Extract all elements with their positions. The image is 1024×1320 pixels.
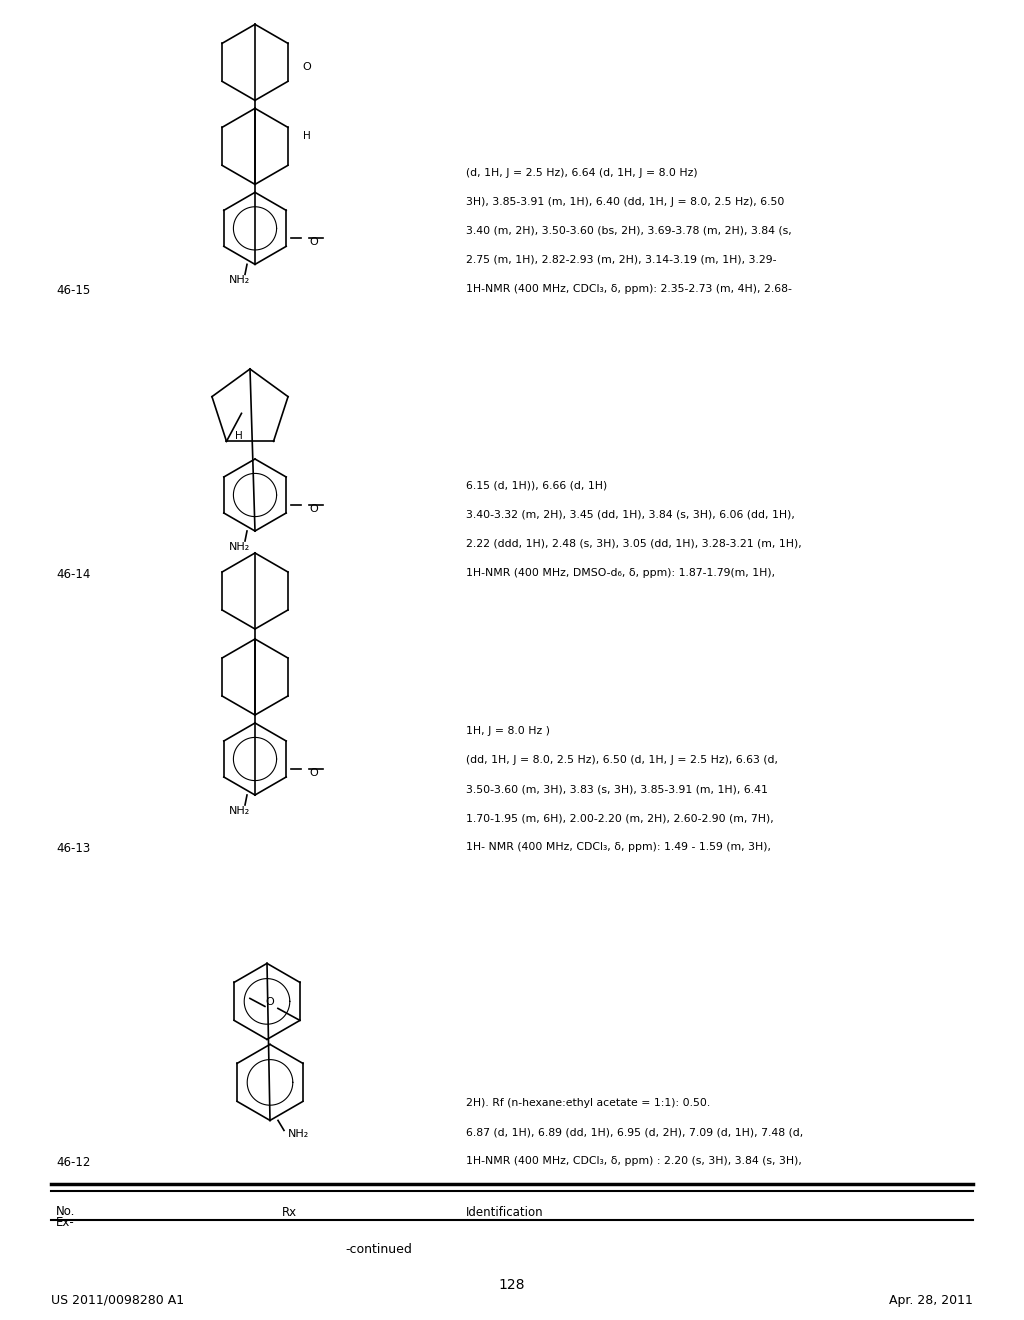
Text: Apr. 28, 2011: Apr. 28, 2011: [889, 1294, 973, 1307]
Text: Rx: Rx: [282, 1206, 297, 1220]
Text: No.: No.: [56, 1205, 76, 1218]
Text: NH₂: NH₂: [229, 543, 251, 552]
Text: 46-12: 46-12: [56, 1156, 91, 1170]
Text: 3.40-3.32 (m, 2H), 3.45 (dd, 1H), 3.84 (s, 3H), 6.06 (dd, 1H),: 3.40-3.32 (m, 2H), 3.45 (dd, 1H), 3.84 (…: [466, 510, 795, 520]
Text: 3.40 (m, 2H), 3.50-3.60 (bs, 2H), 3.69-3.78 (m, 2H), 3.84 (s,: 3.40 (m, 2H), 3.50-3.60 (bs, 2H), 3.69-3…: [466, 226, 792, 236]
Text: Ex-: Ex-: [56, 1216, 75, 1229]
Text: 6.87 (d, 1H), 6.89 (dd, 1H), 6.95 (d, 2H), 7.09 (d, 1H), 7.48 (d,: 6.87 (d, 1H), 6.89 (dd, 1H), 6.95 (d, 2H…: [466, 1127, 803, 1138]
Text: 3H), 3.85-3.91 (m, 1H), 6.40 (dd, 1H, J = 8.0, 2.5 Hz), 6.50: 3H), 3.85-3.91 (m, 1H), 6.40 (dd, 1H, J …: [466, 197, 784, 207]
Text: 2H). Rf (n-hexane:ethyl acetate = 1:1): 0.50.: 2H). Rf (n-hexane:ethyl acetate = 1:1): …: [466, 1098, 711, 1109]
Text: NH₂: NH₂: [229, 276, 251, 285]
Text: 1H-NMR (400 MHz, CDCl₃, δ, ppm) : 2.20 (s, 3H), 3.84 (s, 3H),: 1H-NMR (400 MHz, CDCl₃, δ, ppm) : 2.20 (…: [466, 1156, 802, 1167]
Text: 6.15 (d, 1H)), 6.66 (d, 1H): 6.15 (d, 1H)), 6.66 (d, 1H): [466, 480, 607, 491]
Text: O: O: [309, 504, 317, 513]
Text: NH₂: NH₂: [288, 1130, 309, 1139]
Text: 128: 128: [499, 1278, 525, 1292]
Text: 46-15: 46-15: [56, 284, 90, 297]
Text: H: H: [234, 432, 243, 441]
Text: O: O: [265, 998, 274, 1007]
Text: 2.22 (ddd, 1H), 2.48 (s, 3H), 3.05 (dd, 1H), 3.28-3.21 (m, 1H),: 2.22 (ddd, 1H), 2.48 (s, 3H), 3.05 (dd, …: [466, 539, 802, 549]
Text: 1H- NMR (400 MHz, CDCl₃, δ, ppm): 1.49 - 1.59 (m, 3H),: 1H- NMR (400 MHz, CDCl₃, δ, ppm): 1.49 -…: [466, 842, 771, 853]
Text: 1H, J = 8.0 Hz ): 1H, J = 8.0 Hz ): [466, 726, 550, 737]
Text: H: H: [303, 132, 311, 141]
Text: 46-13: 46-13: [56, 842, 90, 855]
Text: O: O: [303, 62, 311, 73]
Text: (dd, 1H, J = 8.0, 2.5 Hz), 6.50 (d, 1H, J = 2.5 Hz), 6.63 (d,: (dd, 1H, J = 8.0, 2.5 Hz), 6.50 (d, 1H, …: [466, 755, 778, 766]
Text: 1H-NMR (400 MHz, DMSO-d₆, δ, ppm): 1.87-1.79(m, 1H),: 1H-NMR (400 MHz, DMSO-d₆, δ, ppm): 1.87-…: [466, 568, 775, 578]
Text: -continued: -continued: [345, 1243, 413, 1257]
Text: 1H-NMR (400 MHz, CDCl₃, δ, ppm): 2.35-2.73 (m, 4H), 2.68-: 1H-NMR (400 MHz, CDCl₃, δ, ppm): 2.35-2.…: [466, 284, 792, 294]
Text: 3.50-3.60 (m, 3H), 3.83 (s, 3H), 3.85-3.91 (m, 1H), 6.41: 3.50-3.60 (m, 3H), 3.83 (s, 3H), 3.85-3.…: [466, 784, 768, 795]
Text: Identification: Identification: [466, 1206, 544, 1220]
Text: NH₂: NH₂: [229, 807, 251, 816]
Text: 1.70-1.95 (m, 6H), 2.00-2.20 (m, 2H), 2.60-2.90 (m, 7H),: 1.70-1.95 (m, 6H), 2.00-2.20 (m, 2H), 2.…: [466, 813, 774, 824]
Text: 46-14: 46-14: [56, 568, 91, 581]
Text: O: O: [309, 768, 317, 777]
Text: 2.75 (m, 1H), 2.82-2.93 (m, 2H), 3.14-3.19 (m, 1H), 3.29-: 2.75 (m, 1H), 2.82-2.93 (m, 2H), 3.14-3.…: [466, 255, 776, 265]
Text: (d, 1H, J = 2.5 Hz), 6.64 (d, 1H, J = 8.0 Hz): (d, 1H, J = 2.5 Hz), 6.64 (d, 1H, J = 8.…: [466, 168, 697, 178]
Text: O: O: [309, 238, 317, 247]
Text: US 2011/0098280 A1: US 2011/0098280 A1: [51, 1294, 184, 1307]
